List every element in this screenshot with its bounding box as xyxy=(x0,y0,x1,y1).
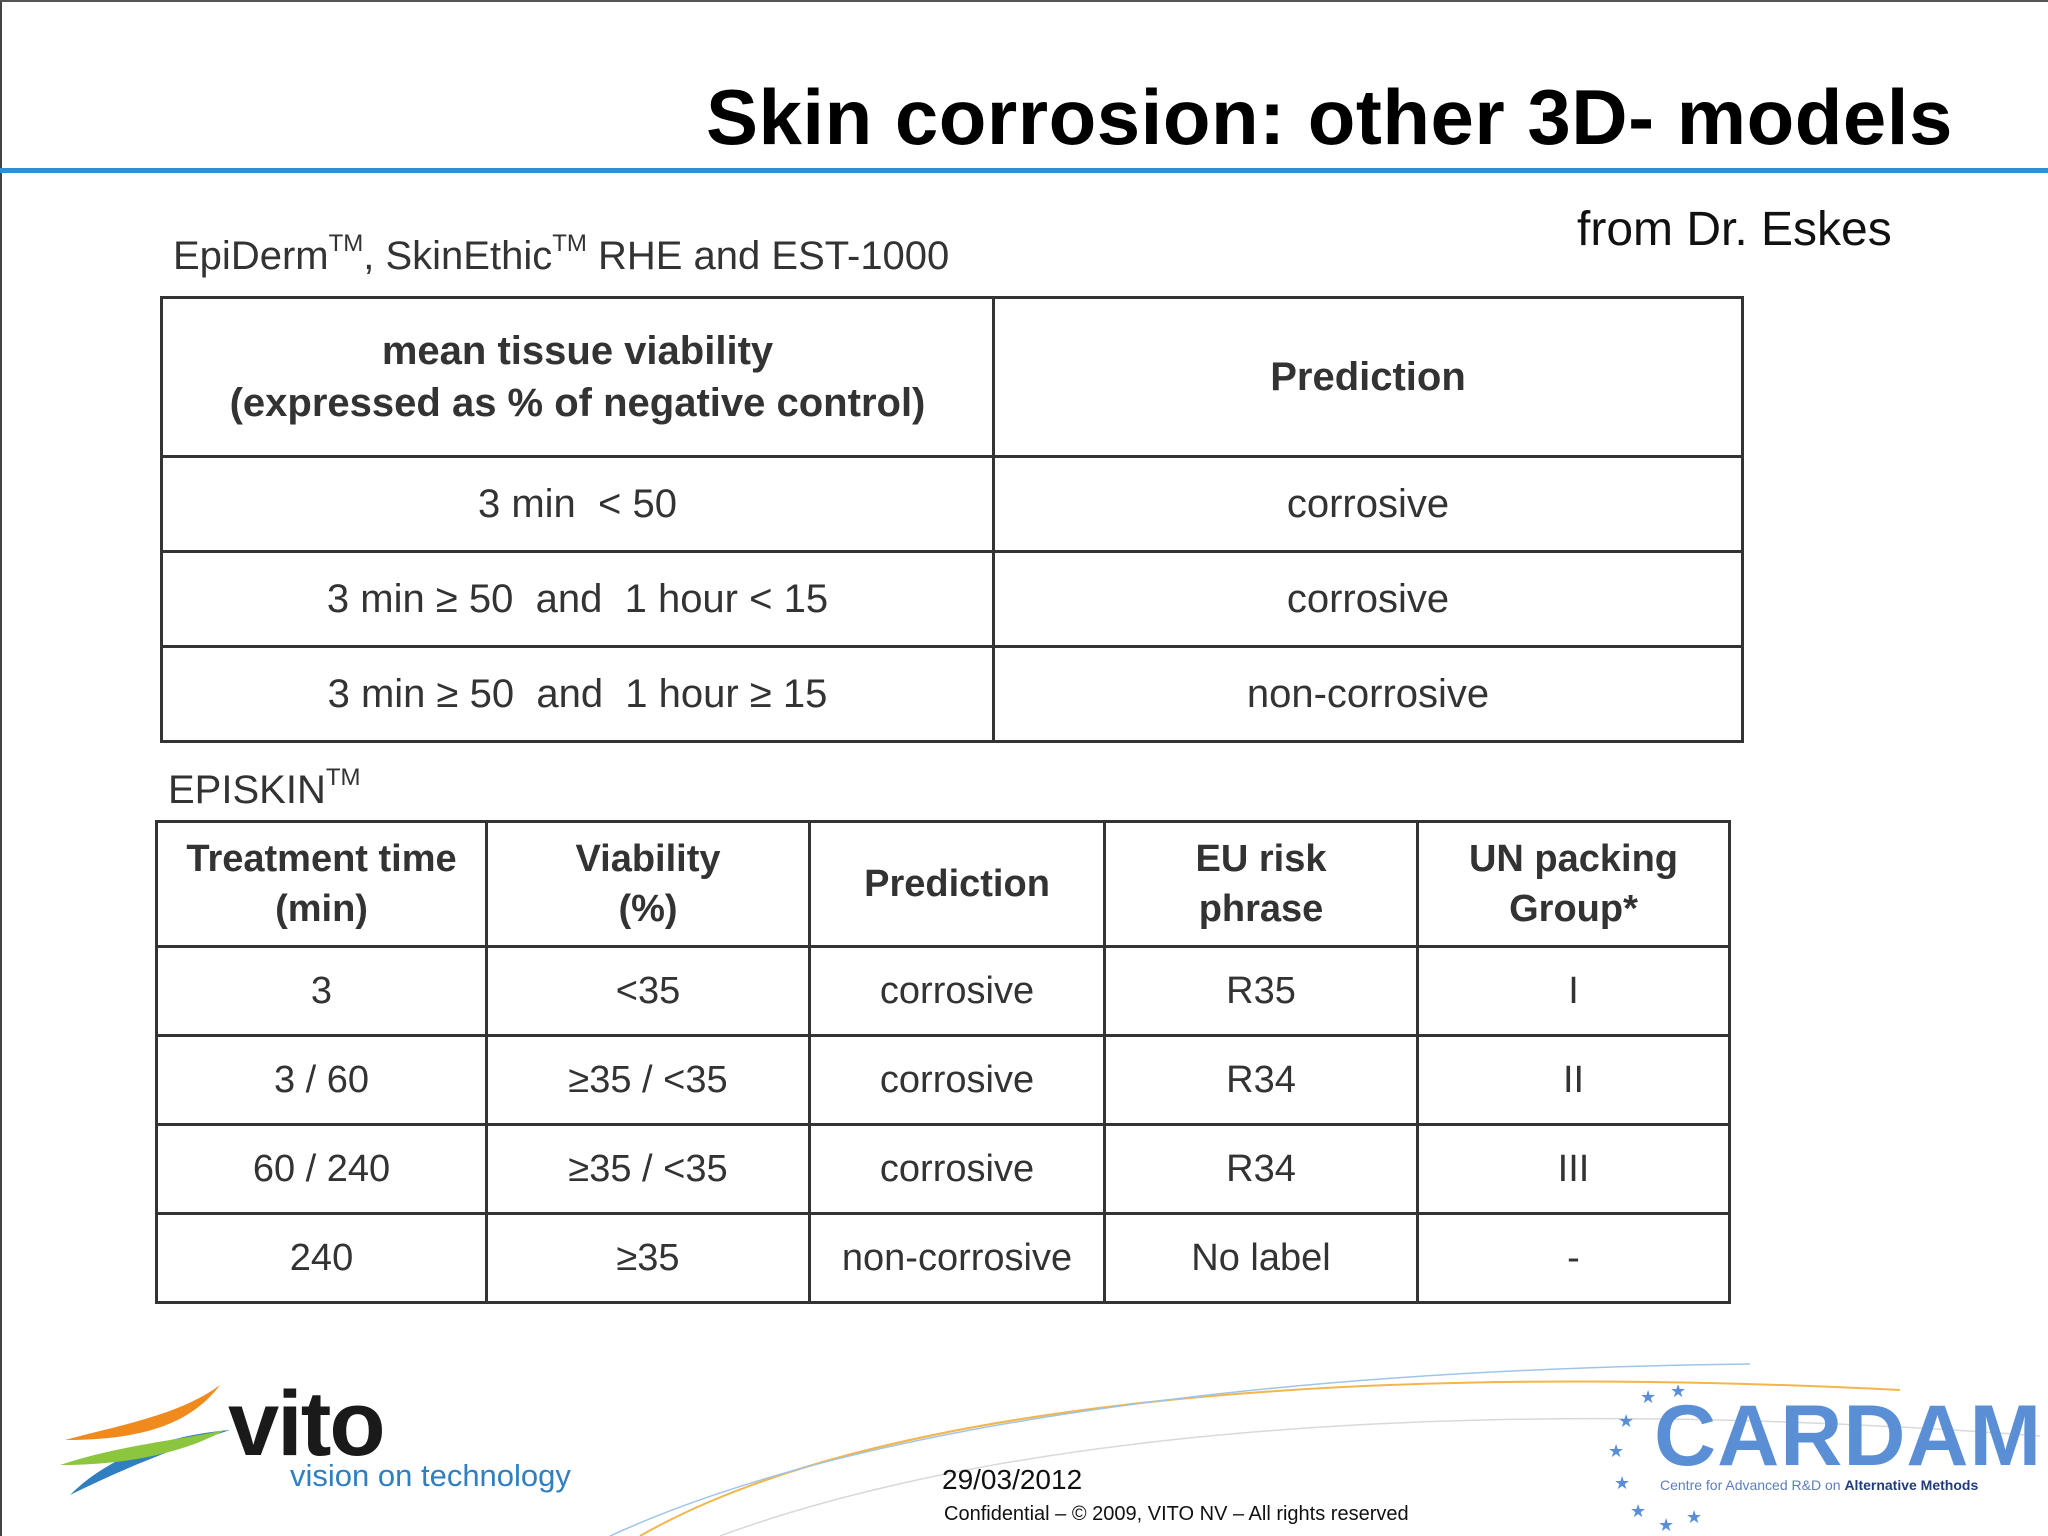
table-row: 3 min ≥ 50 and 1 hour < 15 corrosive xyxy=(160,550,1744,648)
svg-text:★: ★ xyxy=(1640,1387,1656,1408)
column-header: Prediction xyxy=(992,296,1744,458)
table-cell: ≥35 xyxy=(485,1212,811,1304)
column-header: EU risk phrase xyxy=(1103,820,1419,948)
viability-prediction-table: mean tissue viability (expressed as % of… xyxy=(160,296,1744,743)
table-cell: 3 min ≥ 50 and 1 hour < 15 xyxy=(160,550,995,648)
cardam-tagline-plain: Centre for Advanced R&D on xyxy=(1660,1477,1845,1493)
svg-text:★: ★ xyxy=(1618,1411,1634,1432)
table-cell: non-corrosive xyxy=(808,1212,1106,1304)
trademark-mark: TM xyxy=(552,230,587,257)
confidential-notice: Confidential – © 2009, VITO NV – All rig… xyxy=(944,1503,1409,1525)
table-cell: corrosive xyxy=(808,1123,1106,1215)
table-cell: - xyxy=(1416,1212,1731,1304)
table1-caption: EpiDermTM, SkinEthicTM RHE and EST-1000 xyxy=(173,230,950,279)
table-cell: non-corrosive xyxy=(992,645,1744,743)
trademark-mark: TM xyxy=(328,230,364,257)
source-credit: from Dr. Eskes xyxy=(1577,203,1892,256)
table1-caption-part: , SkinEthic xyxy=(363,234,553,278)
table-cell: R34 xyxy=(1103,1123,1419,1215)
table2-caption: EPISKINTM xyxy=(168,764,361,813)
column-header: Treatment time (min) xyxy=(155,820,488,948)
table-cell: 60 / 240 xyxy=(155,1123,488,1215)
episkin-classification-table: Treatment time (min) Viability (%) Predi… xyxy=(155,820,1731,1304)
vito-wordmark: vito xyxy=(228,1373,386,1475)
table-cell: ≥35 / <35 xyxy=(485,1034,811,1126)
svg-text:★: ★ xyxy=(1608,1441,1624,1462)
table-header-row: Treatment time (min) Viability (%) Predi… xyxy=(155,820,1731,948)
svg-text:★: ★ xyxy=(1614,1473,1630,1494)
table-cell: III xyxy=(1416,1123,1731,1215)
svg-text:★: ★ xyxy=(1670,1385,1686,1402)
vito-tagline: vision on technology xyxy=(290,1458,571,1493)
eu-stars-icon: ★ ★ ★★ ★★ ★ ★ xyxy=(1608,1385,1702,1535)
slide-top-border xyxy=(0,0,2048,2)
table-row: 3 <35 corrosive R35 I xyxy=(155,945,1731,1037)
table-row: 240 ≥35 non-corrosive No label - xyxy=(155,1212,1731,1304)
table-header-row: mean tissue viability (expressed as % of… xyxy=(160,296,1744,458)
table-cell: 3 / 60 xyxy=(155,1034,488,1126)
table-cell: corrosive xyxy=(808,1034,1106,1126)
table-cell: corrosive xyxy=(992,455,1744,553)
table-cell: I xyxy=(1416,945,1731,1037)
svg-text:★: ★ xyxy=(1686,1507,1702,1528)
slide-left-border xyxy=(0,0,2,1536)
table-row: 60 / 240 ≥35 / <35 corrosive R34 III xyxy=(155,1123,1731,1215)
decorative-arcs xyxy=(609,1363,2041,1536)
svg-text:★: ★ xyxy=(1658,1515,1674,1535)
table-cell: No label xyxy=(1103,1212,1419,1304)
column-header: UN packing Group* xyxy=(1416,820,1731,948)
table-cell: corrosive xyxy=(808,945,1106,1037)
table-cell: II xyxy=(1416,1034,1731,1126)
table-cell: corrosive xyxy=(992,550,1744,648)
svg-text:★: ★ xyxy=(1630,1501,1646,1522)
cardam-wordmark: CARDAM xyxy=(1654,1388,2043,1484)
table-row: 3 min ≥ 50 and 1 hour ≥ 15 non-corrosive xyxy=(160,645,1744,743)
table-cell: 240 xyxy=(155,1212,488,1304)
slide-title: Skin corrosion: other 3D- models xyxy=(706,73,1953,161)
table-row: 3 min < 50 corrosive xyxy=(160,455,1744,553)
column-header: Viability (%) xyxy=(485,820,811,948)
trademark-mark: TM xyxy=(325,764,361,791)
table-row: 3 / 60 ≥35 / <35 corrosive R34 II xyxy=(155,1034,1731,1126)
table1-caption-part: EpiDerm xyxy=(173,234,329,278)
table-cell: ≥35 / <35 xyxy=(485,1123,811,1215)
vito-swoosh-logo xyxy=(60,1385,230,1495)
cardam-tagline-bold: Alternative Methods xyxy=(1844,1477,1979,1493)
column-header: mean tissue viability (expressed as % of… xyxy=(160,296,995,458)
table-cell: <35 xyxy=(485,945,811,1037)
table-cell: R34 xyxy=(1103,1034,1419,1126)
cardam-tagline: Centre for Advanced R&D on Alternative M… xyxy=(1660,1477,1978,1493)
table2-caption-part: EPISKIN xyxy=(168,768,326,812)
title-underline xyxy=(0,168,2048,173)
table-cell: 3 min < 50 xyxy=(160,455,995,553)
table-cell: 3 min ≥ 50 and 1 hour ≥ 15 xyxy=(160,645,995,743)
slide-date: 29/03/2012 xyxy=(942,1464,1083,1495)
table-cell: 3 xyxy=(155,945,488,1037)
table1-caption-part: RHE and EST-1000 xyxy=(586,234,950,278)
column-header: Prediction xyxy=(808,820,1106,948)
table-cell: R35 xyxy=(1103,945,1419,1037)
